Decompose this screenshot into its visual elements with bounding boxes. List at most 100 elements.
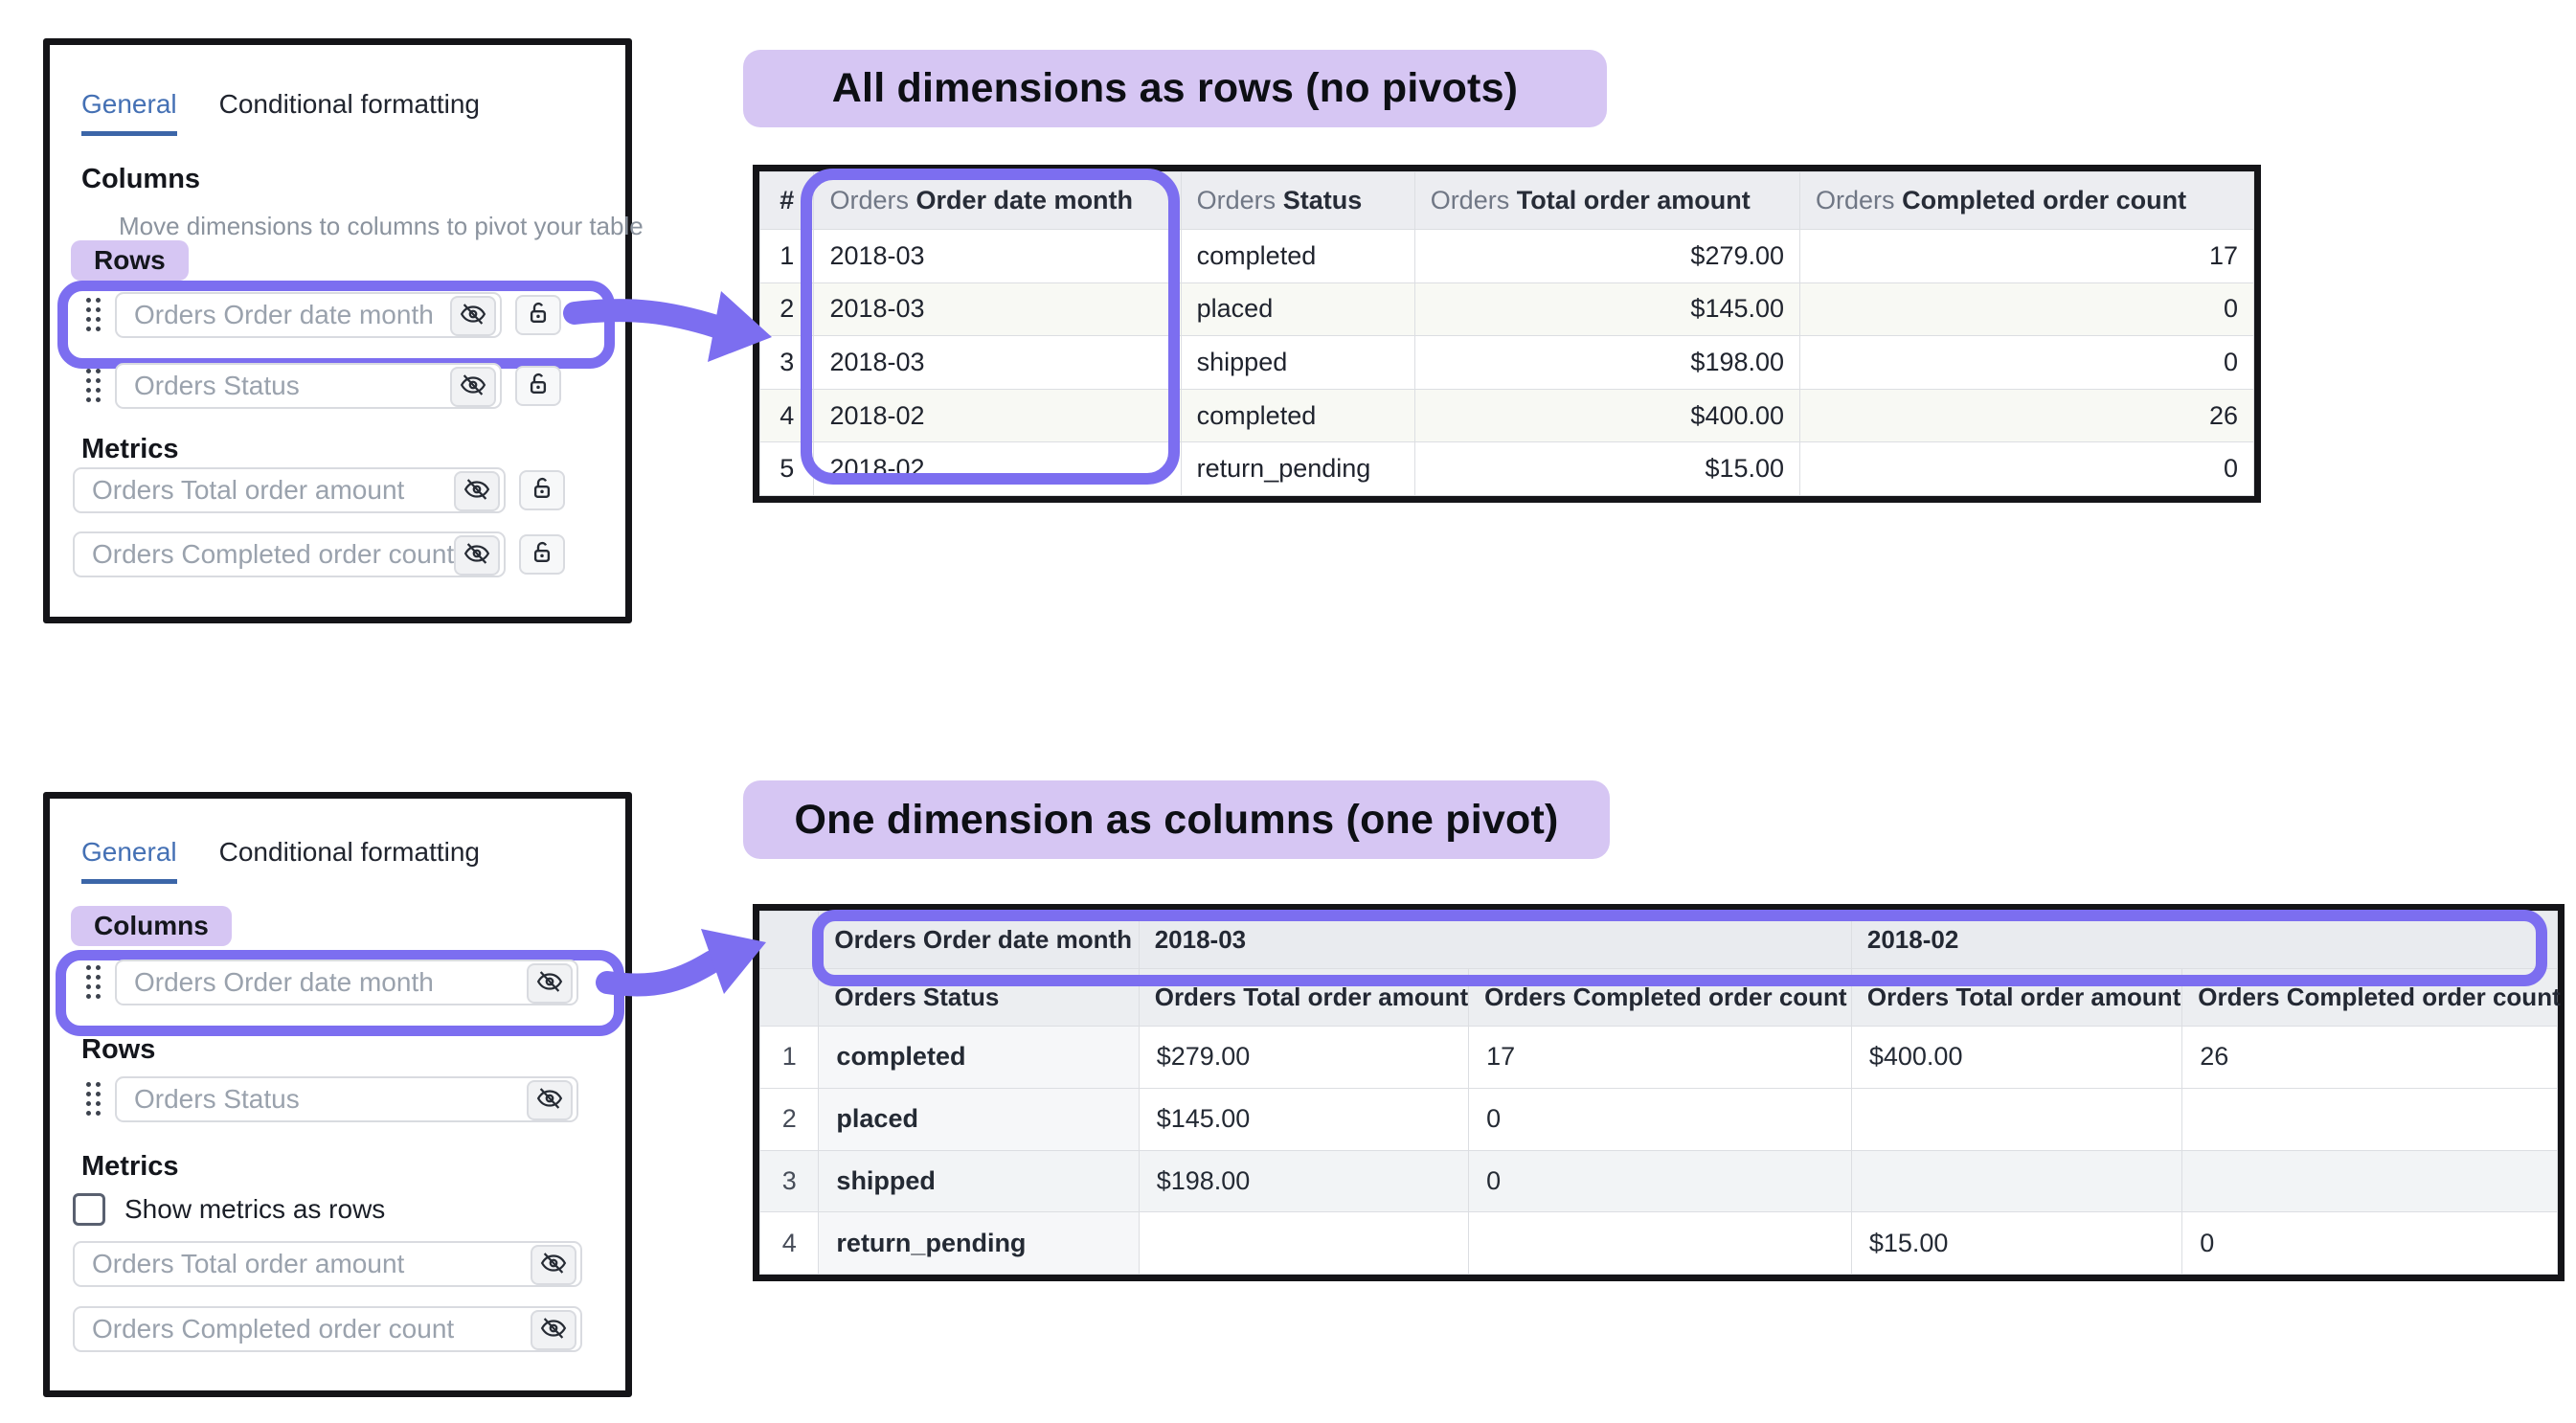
cell-status: shipped (1180, 335, 1415, 390)
lock-field-button[interactable] (515, 366, 561, 406)
row-field-status: Orders Status (86, 1076, 578, 1122)
settings-tabs: General Conditional formatting (81, 89, 480, 136)
field-input[interactable]: Orders Total order amount (73, 1241, 582, 1287)
tab-general[interactable]: General (81, 837, 177, 884)
pivot-header-label[interactable]: Orders Order date month (818, 911, 1140, 969)
cell-amount: $279.00 (1138, 1026, 1470, 1089)
cell-date: 2018-03 (813, 282, 1182, 337)
field-input[interactable]: Orders Completed order count (73, 531, 506, 577)
field-input[interactable]: Orders Order date month (115, 960, 578, 1005)
drag-handle-icon[interactable] (86, 1082, 102, 1117)
pivot-header-row: Orders Order date month 2018-03 2018-02 (758, 911, 2559, 969)
columns-section-label: Columns (71, 906, 232, 946)
field-input[interactable]: Orders Order date month (115, 292, 502, 338)
column-header-total-order-amount[interactable]: Orders Total order amount (1850, 968, 2183, 1027)
eye-slash-icon (463, 475, 491, 508)
hide-field-button[interactable] (454, 471, 500, 511)
pivot-group-2018-02[interactable]: 2018-02 (1850, 911, 2559, 969)
hide-field-button[interactable] (450, 367, 496, 407)
field-input[interactable]: Orders Status (115, 1076, 578, 1122)
table-row: 2 2018-03 placed $145.00 0 (758, 282, 2254, 337)
cell-amount: $145.00 (1413, 282, 1801, 337)
result-table-no-pivots: # Orders Order date month Orders Status … (753, 165, 2261, 503)
cell-date: 2018-03 (813, 335, 1182, 390)
cell-count (1468, 1211, 1852, 1275)
metric-field-total-order-amount: Orders Total order amount (73, 467, 565, 513)
columns-section-label: Columns (81, 164, 201, 194)
drag-handle-icon[interactable] (86, 965, 102, 1000)
table-row: 3 shipped $198.00 0 (758, 1149, 2558, 1213)
cell-status: return_pending (1180, 441, 1415, 496)
field-placeholder: Orders Completed order count (92, 1314, 455, 1344)
tab-conditional-formatting[interactable]: Conditional formatting (218, 837, 480, 867)
column-header-total-order-amount[interactable]: Orders Total order amount (1138, 968, 1470, 1027)
show-metrics-label: Show metrics as rows (124, 1194, 386, 1224)
table-row: 5 2018-02 return_pending $15.00 0 (758, 441, 2254, 496)
column-header-completed-order-count[interactable]: Orders Completed order count (1468, 968, 1852, 1027)
cell-amount: $400.00 (1850, 1026, 2183, 1089)
cell-count: 0 (1799, 282, 2254, 337)
columns-helper-text: Move dimensions to columns to pivot your… (119, 212, 644, 240)
cell-count: 17 (1799, 229, 2254, 283)
cell-status: placed (818, 1087, 1140, 1151)
field-input[interactable]: Orders Total order amount (73, 467, 506, 513)
cell-count: 0 (2181, 1211, 2558, 1275)
column-header-total-order-amount[interactable]: Orders Total order amount (1413, 171, 1801, 230)
rows-section-label: Rows (81, 1034, 156, 1065)
table-header-row: # Orders Order date month Orders Status … (758, 171, 2254, 230)
tab-general[interactable]: General (81, 89, 177, 136)
hide-field-button[interactable] (454, 535, 500, 576)
cell-index: 1 (758, 229, 815, 283)
table-row: 1 2018-03 completed $279.00 17 (758, 229, 2254, 283)
column-header-completed-order-count[interactable]: Orders Completed order count (1799, 171, 2254, 230)
cell-count: 0 (1799, 441, 2254, 496)
hide-field-button[interactable] (527, 1080, 573, 1120)
drag-handle-icon[interactable] (86, 369, 102, 403)
cell-count (2181, 1149, 2558, 1213)
eye-slash-icon (463, 539, 491, 573)
table-row: 4 2018-02 completed $400.00 26 (758, 388, 2254, 443)
hide-field-button[interactable] (531, 1245, 576, 1285)
cell-date: 2018-02 (813, 388, 1182, 443)
table-row: 2 placed $145.00 0 (758, 1087, 2558, 1151)
tab-conditional-formatting[interactable]: Conditional formatting (218, 89, 480, 119)
column-header-index[interactable]: # (758, 171, 815, 230)
hide-field-button[interactable] (450, 296, 496, 336)
cell-amount: $15.00 (1850, 1211, 2183, 1275)
metric-field-total-order-amount: Orders Total order amount (73, 1241, 582, 1287)
column-header-status[interactable]: Orders Status (1180, 171, 1415, 230)
cell-count: 0 (1468, 1087, 1852, 1151)
drag-handle-icon[interactable] (86, 298, 102, 332)
lock-field-button[interactable] (519, 534, 565, 575)
sub-header-blank (758, 968, 820, 1027)
show-metrics-checkbox[interactable] (73, 1193, 105, 1226)
row-field-order-date-month: Orders Order date month (86, 292, 561, 338)
hide-field-button[interactable] (531, 1310, 576, 1350)
column-header-completed-order-count[interactable]: Orders Completed order count (2181, 968, 2561, 1027)
eye-slash-icon (535, 967, 564, 1001)
title-no-pivots: All dimensions as rows (no pivots) (743, 50, 1607, 127)
cell-date: 2018-03 (813, 229, 1182, 283)
field-input[interactable]: Orders Status (115, 363, 502, 409)
field-placeholder: Orders Status (134, 371, 300, 400)
table-row: 1 completed $279.00 17 $400.00 26 (758, 1026, 2558, 1089)
cell-count: 26 (1799, 388, 2254, 443)
field-input[interactable]: Orders Completed order count (73, 1306, 582, 1352)
cell-index: 5 (758, 441, 815, 496)
hide-field-button[interactable] (527, 963, 573, 1004)
eye-slash-icon (539, 1249, 568, 1282)
sub-header-row: Orders Status Orders Total order amount … (758, 968, 2561, 1027)
eye-slash-icon (459, 300, 487, 333)
pivot-group-2018-03[interactable]: 2018-03 (1138, 911, 1852, 969)
show-metrics-as-rows-row: Show metrics as rows (73, 1193, 385, 1226)
unlock-icon (528, 538, 556, 572)
lock-field-button[interactable] (519, 470, 565, 510)
metrics-section-label: Metrics (81, 1151, 179, 1182)
eye-slash-icon (539, 1314, 568, 1347)
row-field-status: Orders Status (86, 363, 561, 409)
cell-amount (1850, 1149, 2183, 1213)
cell-status: completed (1180, 388, 1415, 443)
column-header-order-date-month[interactable]: Orders Order date month (813, 171, 1182, 230)
column-header-status[interactable]: Orders Status (818, 968, 1140, 1027)
lock-field-button[interactable] (515, 295, 561, 335)
